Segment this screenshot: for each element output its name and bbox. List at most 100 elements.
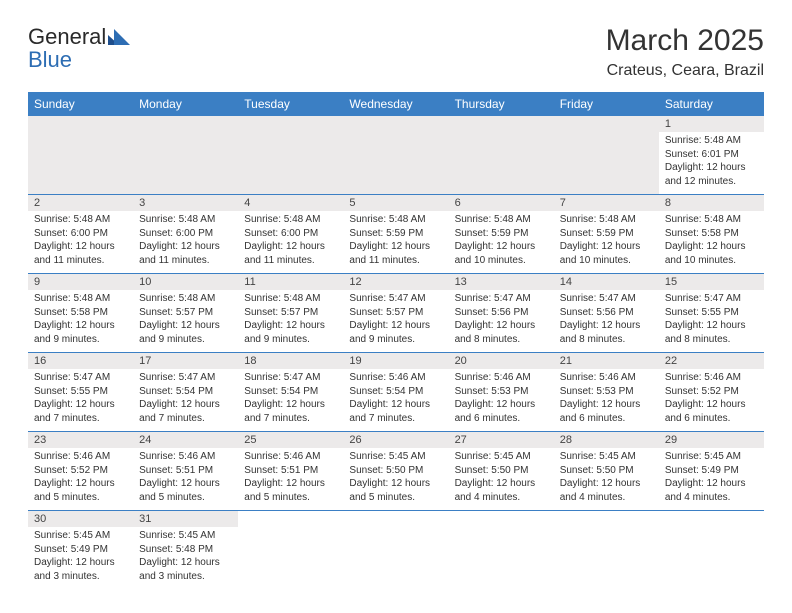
calendar-day-cell [28,116,133,195]
calendar-day-cell: 12Sunrise: 5:47 AMSunset: 5:57 PMDayligh… [343,274,448,353]
sunrise-line: Sunrise: 5:46 AM [244,450,337,464]
daylight-line: Daylight: 12 hours and 8 minutes. [560,319,653,346]
sunset-line: Sunset: 5:49 PM [665,464,758,478]
day-details: Sunrise: 5:45 AMSunset: 5:49 PMDaylight:… [28,527,133,587]
day-number: 11 [238,274,343,290]
day-details: Sunrise: 5:46 AMSunset: 5:52 PMDaylight:… [28,448,133,508]
calendar-day-cell [449,511,554,590]
daylight-line: Daylight: 12 hours and 10 minutes. [560,240,653,267]
day-details: Sunrise: 5:47 AMSunset: 5:55 PMDaylight:… [28,369,133,429]
sunset-line: Sunset: 5:57 PM [139,306,232,320]
sunrise-line: Sunrise: 5:47 AM [455,292,548,306]
day-details: Sunrise: 5:46 AMSunset: 5:53 PMDaylight:… [449,369,554,429]
day-details: Sunrise: 5:48 AMSunset: 6:00 PMDaylight:… [238,211,343,271]
sunrise-line: Sunrise: 5:45 AM [34,529,127,543]
sunset-line: Sunset: 5:50 PM [455,464,548,478]
calendar-day-cell: 25Sunrise: 5:46 AMSunset: 5:51 PMDayligh… [238,432,343,511]
daylight-line: Daylight: 12 hours and 11 minutes. [139,240,232,267]
daylight-line: Daylight: 12 hours and 10 minutes. [665,240,758,267]
day-number: 12 [343,274,448,290]
calendar-day-cell: 28Sunrise: 5:45 AMSunset: 5:50 PMDayligh… [554,432,659,511]
calendar-day-cell: 18Sunrise: 5:47 AMSunset: 5:54 PMDayligh… [238,353,343,432]
sunset-line: Sunset: 5:54 PM [349,385,442,399]
day-details: Sunrise: 5:45 AMSunset: 5:48 PMDaylight:… [133,527,238,587]
daylight-line: Daylight: 12 hours and 3 minutes. [139,556,232,583]
day-number: 26 [343,432,448,448]
day-details: Sunrise: 5:47 AMSunset: 5:54 PMDaylight:… [133,369,238,429]
sunset-line: Sunset: 5:52 PM [34,464,127,478]
weekday-header: Monday [133,92,238,116]
daylight-line: Daylight: 12 hours and 12 minutes. [665,161,758,188]
calendar-day-cell: 23Sunrise: 5:46 AMSunset: 5:52 PMDayligh… [28,432,133,511]
day-details: Sunrise: 5:47 AMSunset: 5:54 PMDaylight:… [238,369,343,429]
sunrise-line: Sunrise: 5:48 AM [34,292,127,306]
day-details: Sunrise: 5:47 AMSunset: 5:56 PMDaylight:… [449,290,554,350]
sunrise-line: Sunrise: 5:45 AM [560,450,653,464]
daylight-line: Daylight: 12 hours and 5 minutes. [139,477,232,504]
day-details: Sunrise: 5:48 AMSunset: 5:57 PMDaylight:… [133,290,238,350]
calendar-day-cell [554,116,659,195]
daylight-line: Daylight: 12 hours and 8 minutes. [665,319,758,346]
daylight-line: Daylight: 12 hours and 10 minutes. [455,240,548,267]
daylight-line: Daylight: 12 hours and 6 minutes. [665,398,758,425]
brand-logo: GeneralBlue [28,24,131,73]
day-details: Sunrise: 5:48 AMSunset: 6:00 PMDaylight:… [28,211,133,271]
sunrise-line: Sunrise: 5:45 AM [139,529,232,543]
sunrise-line: Sunrise: 5:48 AM [34,213,127,227]
calendar-day-cell [343,116,448,195]
calendar-day-cell [133,116,238,195]
day-number: 9 [28,274,133,290]
day-number: 5 [343,195,448,211]
calendar-day-cell: 6Sunrise: 5:48 AMSunset: 5:59 PMDaylight… [449,195,554,274]
calendar-day-cell: 19Sunrise: 5:46 AMSunset: 5:54 PMDayligh… [343,353,448,432]
day-number: 7 [554,195,659,211]
day-details: Sunrise: 5:45 AMSunset: 5:50 PMDaylight:… [449,448,554,508]
calendar-week-row: 9Sunrise: 5:48 AMSunset: 5:58 PMDaylight… [28,274,764,353]
sunset-line: Sunset: 6:00 PM [244,227,337,241]
day-number: 14 [554,274,659,290]
sunset-line: Sunset: 6:00 PM [34,227,127,241]
sunset-line: Sunset: 5:48 PM [139,543,232,557]
sunrise-line: Sunrise: 5:48 AM [665,134,758,148]
calendar-day-cell: 16Sunrise: 5:47 AMSunset: 5:55 PMDayligh… [28,353,133,432]
day-details: Sunrise: 5:48 AMSunset: 5:57 PMDaylight:… [238,290,343,350]
sunrise-line: Sunrise: 5:48 AM [244,213,337,227]
sunset-line: Sunset: 5:50 PM [560,464,653,478]
sunset-line: Sunset: 5:57 PM [244,306,337,320]
daylight-line: Daylight: 12 hours and 7 minutes. [349,398,442,425]
day-number: 6 [449,195,554,211]
day-number-stripe [343,116,448,134]
day-number: 10 [133,274,238,290]
calendar-week-row: 23Sunrise: 5:46 AMSunset: 5:52 PMDayligh… [28,432,764,511]
calendar-day-cell: 20Sunrise: 5:46 AMSunset: 5:53 PMDayligh… [449,353,554,432]
day-number: 1 [659,116,764,132]
sunrise-line: Sunrise: 5:47 AM [349,292,442,306]
sunset-line: Sunset: 5:58 PM [665,227,758,241]
day-details: Sunrise: 5:45 AMSunset: 5:50 PMDaylight:… [554,448,659,508]
day-number: 25 [238,432,343,448]
calendar-day-cell [554,511,659,590]
day-number: 24 [133,432,238,448]
day-number: 16 [28,353,133,369]
day-number: 18 [238,353,343,369]
day-number: 3 [133,195,238,211]
sunrise-line: Sunrise: 5:47 AM [139,371,232,385]
day-details: Sunrise: 5:45 AMSunset: 5:50 PMDaylight:… [343,448,448,508]
calendar-week-row: 16Sunrise: 5:47 AMSunset: 5:55 PMDayligh… [28,353,764,432]
daylight-line: Daylight: 12 hours and 8 minutes. [455,319,548,346]
calendar-day-cell: 29Sunrise: 5:45 AMSunset: 5:49 PMDayligh… [659,432,764,511]
calendar-week-row: 30Sunrise: 5:45 AMSunset: 5:49 PMDayligh… [28,511,764,590]
day-number: 2 [28,195,133,211]
sunset-line: Sunset: 6:01 PM [665,148,758,162]
calendar-day-cell: 31Sunrise: 5:45 AMSunset: 5:48 PMDayligh… [133,511,238,590]
calendar-day-cell: 27Sunrise: 5:45 AMSunset: 5:50 PMDayligh… [449,432,554,511]
day-number-stripe [133,116,238,134]
daylight-line: Daylight: 12 hours and 11 minutes. [244,240,337,267]
sunrise-line: Sunrise: 5:45 AM [349,450,442,464]
calendar-day-cell: 4Sunrise: 5:48 AMSunset: 6:00 PMDaylight… [238,195,343,274]
sunrise-line: Sunrise: 5:48 AM [139,213,232,227]
calendar-week-row: 2Sunrise: 5:48 AMSunset: 6:00 PMDaylight… [28,195,764,274]
day-number: 8 [659,195,764,211]
calendar-day-cell [238,511,343,590]
calendar-day-cell [343,511,448,590]
